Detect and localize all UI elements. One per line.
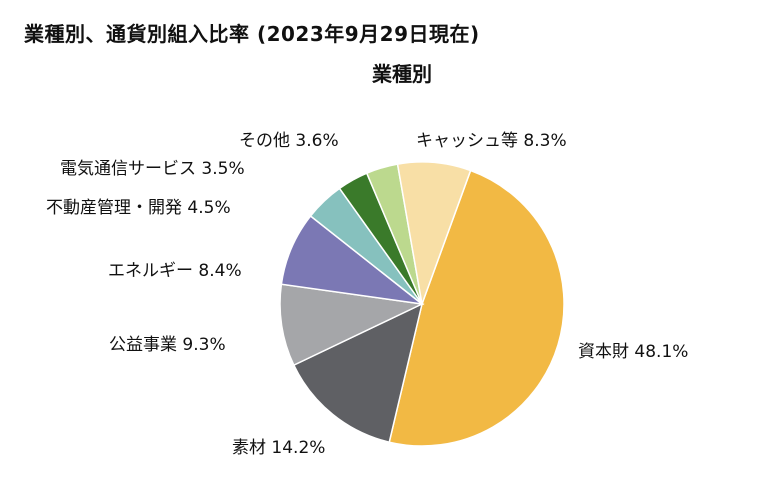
slice-value-label: 8.4% [198, 261, 241, 281]
slice-value-label: 9.3% [182, 335, 225, 355]
slice-label: 電気通信サービス 3.5% [60, 159, 245, 179]
slice-value-label: 3.6% [295, 131, 338, 151]
slice-label: 資本財 48.1% [578, 342, 688, 362]
slice-label: 素材 14.2% [232, 438, 325, 458]
slice-label: 公益事業 9.3% [109, 335, 226, 355]
slice-category-label: その他 [239, 131, 295, 151]
slice-category-label: エネルギー [108, 261, 198, 281]
slice-category-label: 電気通信サービス [60, 159, 201, 179]
pie-slice [388, 169, 565, 447]
slice-category-label: 公益事業 [109, 335, 182, 355]
slice-category-label: 不動産管理・開発 [46, 198, 187, 218]
slice-label: 不動産管理・開発 4.5% [46, 198, 231, 218]
slice-value-label: 4.5% [187, 198, 230, 218]
pie-slices [279, 161, 565, 447]
pie-slice [279, 283, 425, 367]
slice-category-label: 資本財 [578, 342, 634, 362]
slice-value-label: 3.5% [201, 159, 244, 179]
chart-title: 業種別、通貨別組入比率 (2023年9月29日現在) [24, 22, 480, 46]
slice-category-label: 素材 [232, 438, 271, 458]
slice-label: キャッシュ等 8.3% [416, 131, 567, 151]
pie-slice [396, 161, 472, 307]
slice-label: エネルギー 8.4% [108, 261, 242, 281]
pie-slice [292, 302, 424, 444]
pie-labels: 資本財 48.1% 素材 14.2% 公益事業 9.3% エネルギー 8.4% 不動産管… [46, 131, 688, 458]
slice-category-label: キャッシュ等 [416, 131, 523, 151]
chart-subtitle: 業種別 [372, 62, 432, 86]
slice-value-label: 8.3% [523, 131, 566, 151]
slice-value-label: 48.1% [634, 342, 688, 362]
slice-label: その他 3.6% [239, 131, 339, 151]
slice-value-label: 14.2% [271, 438, 325, 458]
